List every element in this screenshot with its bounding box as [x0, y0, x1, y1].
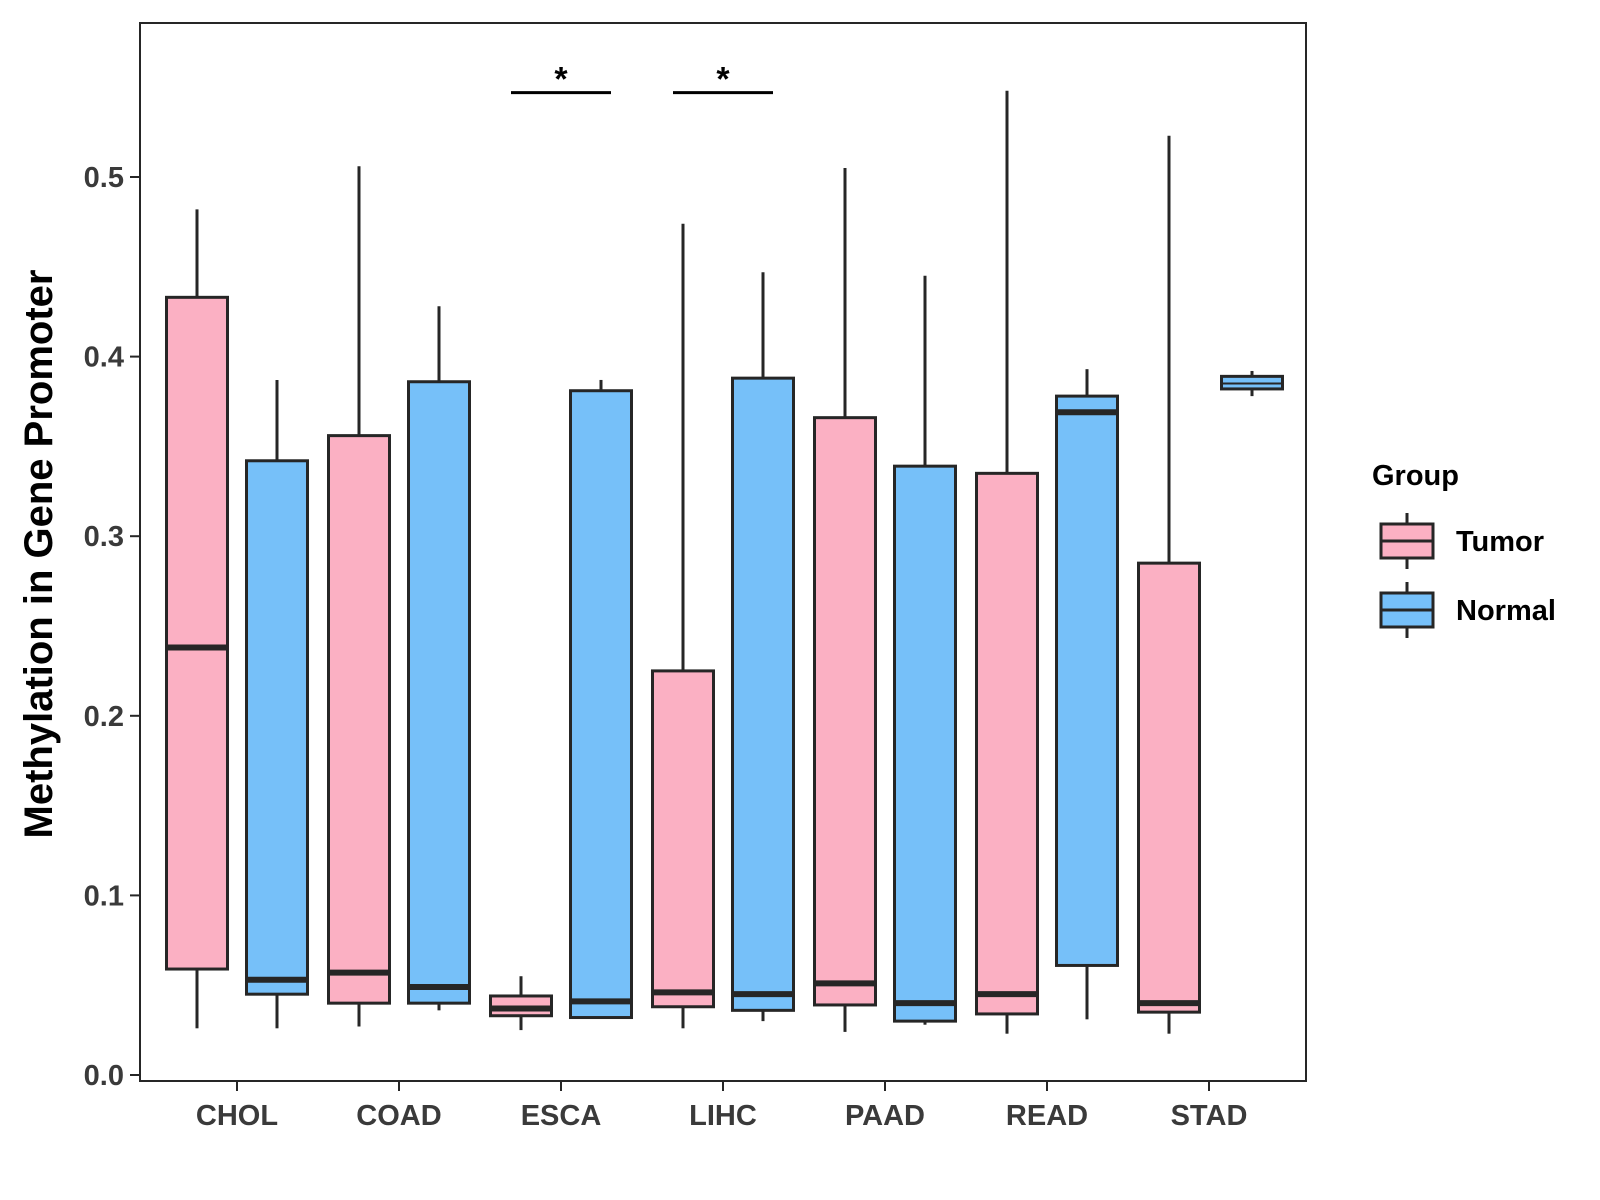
y-tick-label: 0.5 [84, 162, 124, 194]
box-body [1137, 561, 1201, 1014]
box-body [651, 669, 715, 1009]
legend-label: Tumor [1456, 526, 1544, 558]
x-tick-label: PAAD [845, 1100, 925, 1132]
y-tick-label: 0.1 [84, 880, 124, 912]
box-normal-chol [245, 379, 309, 1029]
x-tick-label: CHOL [196, 1100, 278, 1132]
x-tick-label: ESCA [521, 1100, 602, 1132]
box-body [407, 380, 471, 1005]
legend-title: Group [1372, 460, 1459, 492]
box-series [165, 90, 1284, 1034]
significance-star: * [554, 61, 568, 99]
plot-border [139, 22, 1307, 1082]
box-normal-lihc [731, 272, 795, 1022]
y-axis-title: Methylation in Gene Promoter [17, 270, 61, 839]
box-tumor-coad [327, 166, 391, 1027]
box-normal-paad [893, 275, 957, 1025]
box-body [731, 376, 795, 1012]
box-tumor-read [975, 90, 1039, 1034]
box-normal-esca [569, 379, 633, 1020]
box-body [569, 389, 633, 1020]
y-tick-label: 0.0 [84, 1060, 124, 1092]
plot-panel [139, 22, 1307, 1082]
x-tick-label: READ [1006, 1100, 1088, 1132]
y-axis: 0.0 0.1 0.2 0.3 0.4 0.5 [84, 162, 140, 1092]
significance-annotations: * * [511, 61, 773, 99]
box-body [165, 295, 229, 971]
box-normal-stad [1220, 370, 1284, 397]
x-tick-label: STAD [1171, 1100, 1248, 1132]
box-tumor-stad [1137, 135, 1201, 1034]
y-tick-label: 0.2 [84, 701, 124, 733]
box-body [1055, 394, 1119, 967]
box-body [813, 416, 877, 1007]
legend: Group Tumor Normal [1372, 460, 1556, 638]
box-tumor-chol [165, 209, 229, 1029]
x-tick-label: LIHC [689, 1100, 757, 1132]
box-body [327, 434, 391, 1005]
box-body [245, 459, 309, 996]
box-tumor-lihc [651, 223, 715, 1029]
legend-item-tumor: Tumor [1379, 513, 1544, 569]
box-body [975, 471, 1039, 1016]
box-body [893, 464, 957, 1023]
legend-label: Normal [1456, 595, 1556, 627]
box-tumor-esca [489, 976, 553, 1031]
x-axis: CHOL COAD ESCA LIHC PAAD READ STAD [196, 1081, 1247, 1132]
legend-item-normal: Normal [1379, 582, 1556, 638]
y-tick-label: 0.3 [84, 521, 124, 553]
significance-star: * [716, 61, 730, 99]
box-tumor-paad [813, 168, 877, 1032]
box-normal-coad [407, 306, 471, 1011]
y-tick-label: 0.4 [84, 342, 124, 374]
x-tick-label: COAD [356, 1100, 441, 1132]
box-normal-read [1055, 369, 1119, 1020]
